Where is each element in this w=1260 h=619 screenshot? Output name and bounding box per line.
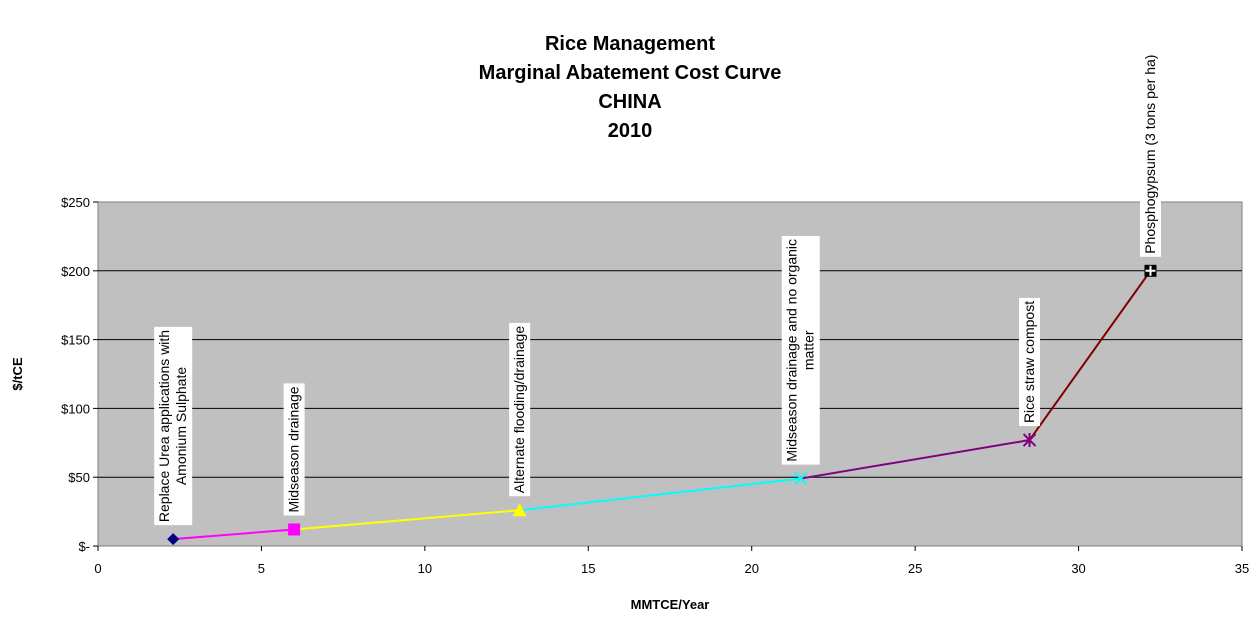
measure-label-text: Midseason drainage	[286, 386, 302, 512]
marker-square	[288, 523, 301, 536]
measure-label-text: Rice straw compost	[1021, 301, 1037, 423]
x-tick-label: 25	[908, 561, 922, 576]
measure-labels: Replace Urea applications with Amonium Su…	[154, 51, 1161, 526]
cost-curve-lines	[173, 270, 1152, 541]
marker-diamond	[167, 533, 180, 546]
chart-title-line-2: Marginal Abatement Cost Curve	[479, 62, 782, 84]
y-axis-title: $/tCE	[10, 357, 25, 391]
curve-segment	[173, 528, 295, 541]
measure-label-text: Alternate flooding/drainage	[511, 326, 527, 494]
measure-label-text: Midseason drainage and no organic	[784, 239, 800, 462]
curve-segment	[519, 477, 801, 512]
y-axis-ticks: $- $50 $100 $150 $200 $250	[61, 195, 98, 554]
measure-label-background	[1019, 297, 1041, 427]
measure-label: Midseason drainage	[283, 383, 305, 516]
data-markers	[167, 264, 1157, 546]
measure-label-background	[781, 235, 820, 465]
x-tick-label: 15	[581, 561, 595, 576]
y-tick-label: $100	[61, 401, 90, 416]
marker-star	[1022, 433, 1037, 448]
measure-label-text: Amonium Sulphate	[173, 367, 189, 486]
marker-triangle	[512, 503, 527, 517]
measure-label: Rice straw compost	[1019, 297, 1041, 427]
curve-segment	[294, 509, 520, 531]
x-tick-label: 0	[94, 561, 101, 576]
chart-title-line-4: 2010	[608, 120, 653, 142]
marker-cross	[1145, 265, 1156, 276]
marker-x	[794, 471, 808, 486]
measure-label: Midseason drainage and no organic matter	[781, 235, 820, 465]
measure-label-background	[1139, 51, 1161, 257]
x-tick-label: 20	[744, 561, 758, 576]
measure-label: Replace Urea applications with Amonium Su…	[154, 326, 193, 526]
chart-title-line-1: Rice Management	[545, 33, 715, 55]
measure-label-text: Phosphogypsum (3 tons per ha)	[1142, 55, 1158, 254]
curve-segment	[800, 439, 1030, 480]
measure-label-text: Replace Urea applications with	[156, 330, 172, 522]
measure-label-background	[154, 326, 193, 526]
measure-label-background	[283, 383, 305, 516]
y-tick-label: $250	[61, 195, 90, 210]
measure-label-text: matter	[801, 330, 817, 370]
y-tick-label: $150	[61, 333, 90, 348]
x-tick-label: 5	[258, 561, 265, 576]
x-axis-ticks: 0 5 10 15 20 25 30 35	[94, 546, 1249, 576]
measure-label: Phosphogypsum (3 tons per ha)	[1139, 51, 1161, 257]
chart-title-line-3: CHINA	[598, 91, 661, 113]
y-tick-label: $-	[78, 539, 90, 554]
x-tick-label: 35	[1235, 561, 1249, 576]
x-axis-title: MMTCE/Year	[631, 597, 710, 612]
curve-segment	[1028, 270, 1152, 441]
x-tick-label: 10	[418, 561, 432, 576]
plot-area	[97, 201, 1243, 547]
y-tick-label: $50	[68, 470, 90, 485]
x-tick-label: 30	[1071, 561, 1085, 576]
y-tick-label: $200	[61, 264, 90, 279]
measure-label: Alternate flooding/drainage	[509, 322, 531, 497]
measure-label-background	[509, 322, 531, 497]
